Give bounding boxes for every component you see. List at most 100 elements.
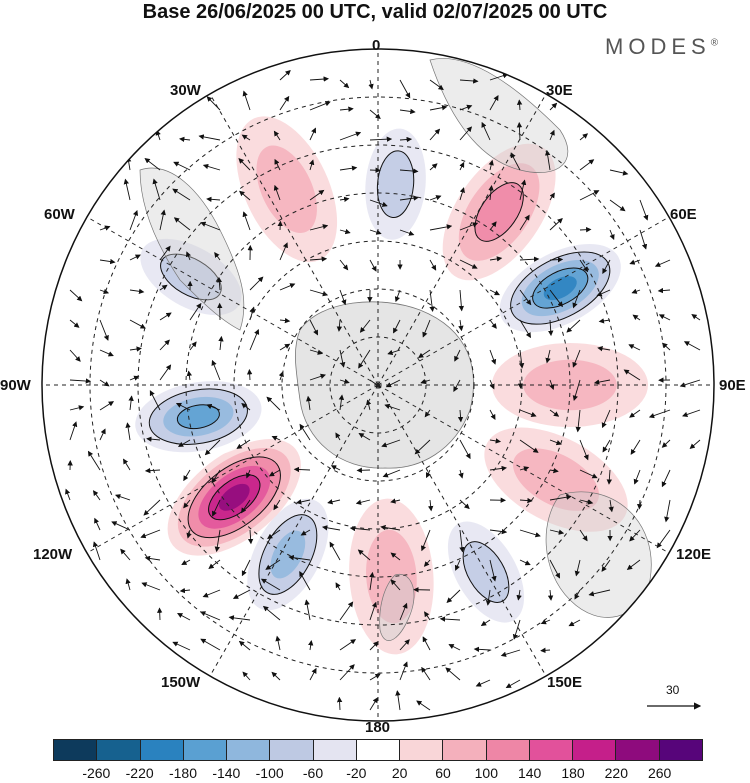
wind-vector bbox=[516, 589, 522, 601]
wind-vector bbox=[232, 589, 251, 599]
wind-vector bbox=[489, 73, 509, 81]
wind-vector bbox=[549, 102, 558, 111]
wind-vector bbox=[549, 379, 555, 390]
wind-vector bbox=[500, 649, 521, 657]
wind-vector bbox=[241, 559, 251, 577]
wind-vector bbox=[629, 529, 641, 542]
wind-vector bbox=[629, 409, 641, 418]
contour-line bbox=[510, 251, 611, 325]
lon-label-180: 180 bbox=[365, 719, 391, 736]
wind-vector bbox=[228, 615, 251, 621]
wind-vector bbox=[519, 466, 530, 472]
wind-vector bbox=[489, 465, 508, 472]
wind-vector bbox=[358, 433, 371, 441]
colorbar-cell bbox=[140, 740, 184, 760]
wind-vector bbox=[349, 525, 371, 532]
meridian-line bbox=[86, 384, 379, 554]
wind-vector bbox=[489, 319, 497, 329]
wind-vector bbox=[265, 559, 281, 570]
wind-vector bbox=[572, 289, 581, 309]
wind-vector bbox=[200, 638, 221, 651]
wind-vector bbox=[214, 529, 221, 553]
wind-vector bbox=[306, 395, 312, 411]
wind-vector bbox=[423, 559, 431, 567]
wind-vector bbox=[198, 134, 221, 141]
wind-vector bbox=[152, 178, 161, 201]
wind-vector bbox=[399, 602, 408, 621]
wind-vector bbox=[439, 616, 461, 622]
wind-vector bbox=[339, 378, 350, 384]
wind-vector bbox=[579, 159, 595, 171]
colorbar-tick-label: 140 bbox=[517, 765, 542, 781]
wind-vector bbox=[547, 589, 554, 601]
wind-vector bbox=[516, 99, 523, 111]
wind-vector bbox=[309, 373, 326, 381]
wind-vector bbox=[279, 95, 290, 111]
wind-vector bbox=[579, 259, 589, 273]
latitude-circle bbox=[185, 192, 571, 578]
wind-vector bbox=[208, 559, 221, 569]
wind-vector bbox=[128, 395, 134, 411]
wind-vector bbox=[69, 378, 92, 384]
colorbar-cell bbox=[616, 740, 660, 760]
wind-vector bbox=[516, 121, 523, 141]
wind-vector bbox=[69, 421, 78, 441]
wind-vector bbox=[414, 439, 431, 455]
wind-vector bbox=[69, 405, 85, 411]
colorbar-tick-label: 260 bbox=[647, 765, 672, 781]
wind-vector bbox=[421, 666, 431, 681]
wind-vector bbox=[689, 439, 701, 450]
wind-vector bbox=[448, 644, 461, 651]
wind-vector bbox=[566, 319, 581, 333]
wind-vector bbox=[125, 578, 131, 591]
colorbar-cell bbox=[97, 740, 141, 760]
wind-vector bbox=[309, 76, 329, 82]
wind-vector bbox=[661, 439, 671, 448]
wind-vector bbox=[238, 158, 251, 171]
wind-vector bbox=[475, 679, 491, 687]
wind-vector bbox=[549, 409, 560, 417]
colorbar-tick-label: 100 bbox=[474, 765, 499, 781]
wind-vector bbox=[429, 259, 437, 271]
wind-vector bbox=[355, 499, 371, 505]
wind-vector bbox=[279, 69, 291, 81]
wind-vector bbox=[173, 217, 191, 231]
wind-vector bbox=[626, 559, 641, 570]
colorbar-tick-label: -20 bbox=[346, 765, 367, 781]
wind-vector bbox=[574, 589, 581, 600]
wind-vector bbox=[309, 319, 318, 336]
wind-vector bbox=[459, 529, 465, 553]
wind-vector bbox=[273, 184, 281, 201]
wind-vector bbox=[425, 469, 431, 479]
wind-vector bbox=[459, 259, 478, 269]
wind-vector bbox=[489, 438, 502, 444]
wind-vector bbox=[279, 242, 288, 261]
wind-vector bbox=[99, 258, 116, 265]
meridian-line bbox=[377, 216, 670, 386]
wind-vector bbox=[99, 428, 106, 441]
contour-line bbox=[176, 404, 220, 430]
wind-vector bbox=[544, 149, 551, 171]
wind-vector bbox=[339, 106, 354, 112]
wind-vector bbox=[65, 488, 71, 501]
wind-vector bbox=[242, 671, 251, 681]
wind-vector bbox=[186, 370, 192, 381]
wind-vector bbox=[249, 276, 264, 291]
wind-vector bbox=[639, 199, 649, 221]
wind-vector bbox=[129, 375, 140, 381]
wind-vector bbox=[69, 319, 80, 328]
wind-vector bbox=[69, 289, 83, 302]
wind-vector bbox=[399, 195, 419, 201]
wind-vector bbox=[206, 196, 221, 202]
wind-vector bbox=[339, 131, 362, 141]
wind-vector bbox=[579, 190, 600, 201]
wind-vector bbox=[597, 346, 611, 352]
lat-lon-grid bbox=[42, 49, 714, 721]
wind-vector bbox=[549, 467, 559, 474]
wind-vector bbox=[458, 469, 464, 479]
wind-vector bbox=[385, 379, 401, 388]
wind-vector bbox=[579, 469, 598, 479]
wind-vector bbox=[183, 469, 191, 482]
wind-vector bbox=[177, 613, 191, 621]
wind-vector bbox=[549, 256, 564, 263]
